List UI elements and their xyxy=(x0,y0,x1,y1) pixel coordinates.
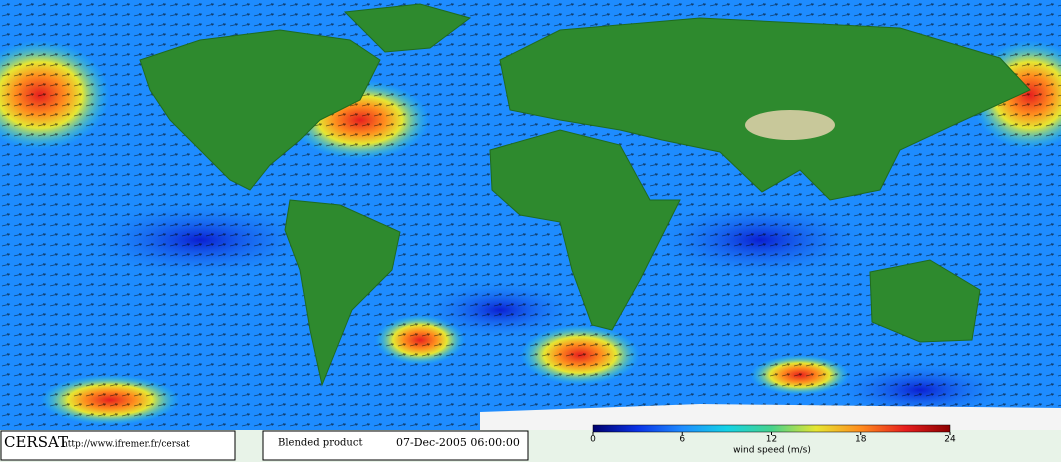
url: http://www.ifremer.fr/cersat xyxy=(62,440,190,450)
logo: CERSAT xyxy=(4,433,68,451)
colorbar-tick-label: 18 xyxy=(855,435,867,445)
product: Blended product xyxy=(278,438,362,449)
antarctica xyxy=(480,404,1061,430)
colorbar-tick-label: 6 xyxy=(679,435,685,445)
date: 07-Dec-2005 06:00:00 xyxy=(396,436,520,449)
colorbar-label: wind speed (m/s) xyxy=(733,446,811,456)
product-box xyxy=(262,430,529,461)
colorbar-tick-label: 0 xyxy=(590,435,596,445)
logo-box xyxy=(0,430,236,461)
colorbar-tick-label: 24 xyxy=(944,435,956,445)
colorbar xyxy=(592,424,951,433)
land xyxy=(139,3,1031,387)
colorbar-tick-label: 12 xyxy=(766,435,777,445)
